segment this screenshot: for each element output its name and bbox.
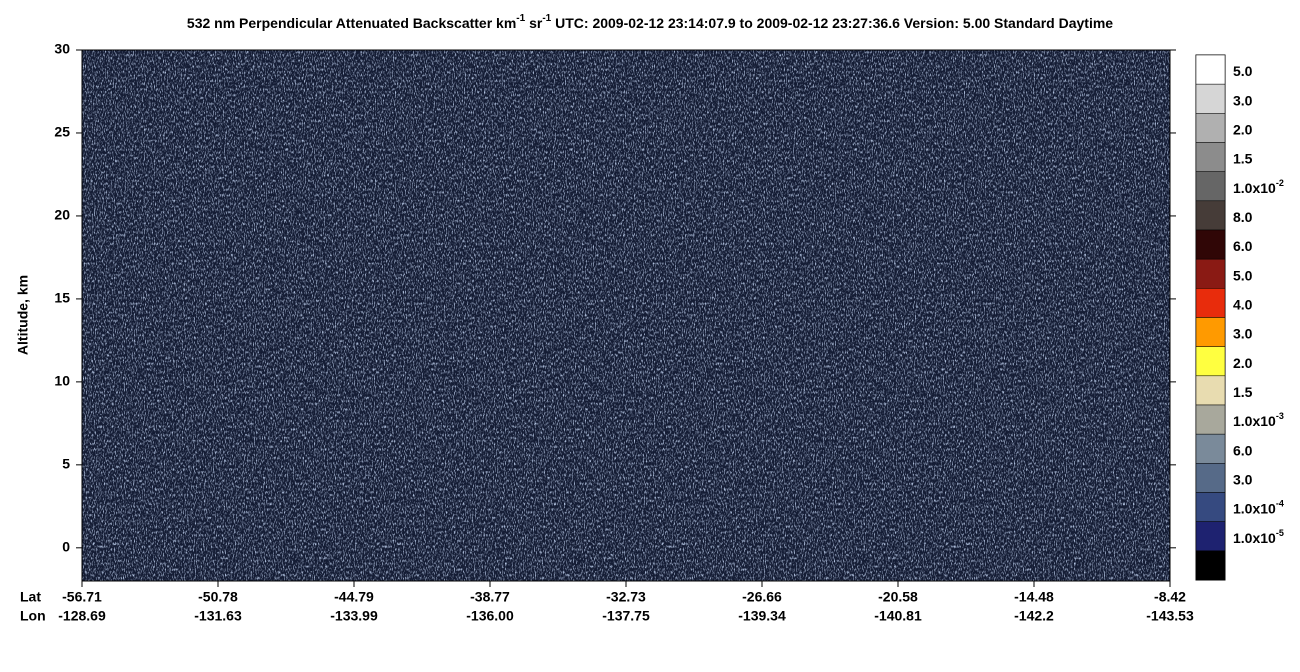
title-text: sr bbox=[525, 15, 543, 31]
colorbar-label-text: 2.0 bbox=[1233, 355, 1253, 371]
colorbar-tick-label: 4.0 bbox=[1233, 296, 1253, 312]
colorbar-swatch bbox=[1195, 463, 1226, 493]
colorbar-label-text: 3.0 bbox=[1233, 471, 1253, 487]
y-tick-label: 10 bbox=[54, 373, 70, 389]
colorbar-tick-label: 1.0x10-2 bbox=[1233, 178, 1284, 195]
x-tick-label: -20.58 bbox=[878, 589, 918, 605]
colorbar-label-text: 5.0 bbox=[1233, 63, 1253, 79]
colorbar-label-text: 1.0x10 bbox=[1233, 500, 1276, 516]
colorbar-label-text: 8.0 bbox=[1233, 209, 1253, 225]
x-tick-label: -44.79 bbox=[334, 589, 374, 605]
colorbar-label-text: 6.0 bbox=[1233, 238, 1253, 254]
colorbar-swatch bbox=[1195, 229, 1226, 260]
x-tick-label: -8.42 bbox=[1154, 589, 1186, 605]
colorbar-swatch bbox=[1195, 54, 1226, 85]
title-text: UTC: 2009-02-12 23:14:07.9 to 2009-02-12… bbox=[551, 15, 1113, 31]
colorbar-label-text: 1.5 bbox=[1233, 150, 1253, 166]
colorbar-tick-label: 1.0x10-5 bbox=[1233, 528, 1284, 545]
colorbar-label-text: 3.0 bbox=[1233, 325, 1253, 341]
x-tick-label: -131.63 bbox=[194, 608, 242, 624]
colorbar-label-text: 3.0 bbox=[1233, 92, 1253, 108]
colorbar-tick-label: 3.0 bbox=[1233, 471, 1253, 487]
colorbar-swatch bbox=[1195, 317, 1226, 347]
title-text: 532 nm Perpendicular Attenuated Backscat… bbox=[187, 15, 516, 31]
colorbar-label-text: 4.0 bbox=[1233, 296, 1253, 312]
chart-title: 532 nm Perpendicular Attenuated Backscat… bbox=[187, 13, 1113, 31]
title-superscript: -1 bbox=[516, 13, 525, 24]
colorbar-tick-label: 1.0x10-3 bbox=[1233, 412, 1284, 429]
x-tick-label: -139.34 bbox=[738, 608, 786, 624]
colorbar-label-exponent: -4 bbox=[1276, 499, 1284, 509]
colorbar-swatch bbox=[1195, 142, 1226, 172]
colorbar-swatch bbox=[1195, 521, 1226, 552]
colorbar-tick-label: 6.0 bbox=[1233, 442, 1253, 458]
colorbar-label-text: 1.0x10 bbox=[1233, 530, 1276, 546]
x-tick-label: -143.53 bbox=[1146, 608, 1194, 624]
colorbar-label-exponent: -2 bbox=[1276, 178, 1284, 188]
colorbar-swatch bbox=[1195, 258, 1226, 289]
colorbar-tick-label: 3.0 bbox=[1233, 325, 1253, 341]
x-tick-label: -56.71 bbox=[62, 589, 102, 605]
colorbar-swatch bbox=[1195, 200, 1226, 231]
y-tick-label: 30 bbox=[54, 41, 70, 57]
x-tick-label: -140.81 bbox=[874, 608, 922, 624]
y-tick-label: 5 bbox=[62, 456, 70, 472]
x-tick-label: -137.75 bbox=[602, 608, 650, 624]
x-tick-label: -14.48 bbox=[1014, 589, 1054, 605]
colorbar-label-text: 1.0x10 bbox=[1233, 180, 1276, 196]
colorbar-swatch bbox=[1195, 492, 1226, 522]
x-tick-label: -133.99 bbox=[330, 608, 378, 624]
colorbar-tick-label: 1.5 bbox=[1233, 150, 1253, 166]
colorbar-tick-label: 3.0 bbox=[1233, 92, 1253, 108]
y-axis-label: Altitude, km bbox=[15, 275, 31, 355]
x-tick-label: -26.66 bbox=[742, 589, 782, 605]
x-row-name: Lat bbox=[20, 589, 41, 605]
colorbar-swatch bbox=[1195, 346, 1226, 377]
colorbar-label-text: 1.5 bbox=[1233, 384, 1253, 400]
colorbar-swatch bbox=[1195, 113, 1226, 143]
colorbar-label-exponent: -5 bbox=[1276, 528, 1284, 538]
y-tick-label: 20 bbox=[54, 207, 70, 223]
colorbar-label-text: 5.0 bbox=[1233, 267, 1253, 283]
colorbar-tick-label: 5.0 bbox=[1233, 63, 1253, 79]
colorbar-tick-label: 6.0 bbox=[1233, 238, 1253, 254]
colorbar-tick-label: 5.0 bbox=[1233, 267, 1253, 283]
colorbar-swatch bbox=[1195, 171, 1226, 202]
colorbar-swatch bbox=[1195, 375, 1226, 406]
colorbar-swatch bbox=[1195, 288, 1226, 318]
x-tick-label: -32.73 bbox=[606, 589, 646, 605]
title-superscript: -1 bbox=[542, 13, 551, 24]
colorbar-tick-label: 8.0 bbox=[1233, 209, 1253, 225]
x-tick-label: -50.78 bbox=[198, 589, 238, 605]
x-tick-label: -136.00 bbox=[466, 608, 514, 624]
colorbar-swatch bbox=[1195, 83, 1226, 114]
colorbar-label-exponent: -3 bbox=[1276, 412, 1284, 422]
x-row-name: Lon bbox=[20, 608, 46, 624]
colorbar-tick-label: 2.0 bbox=[1233, 355, 1253, 371]
colorbar-tick-label: 2.0 bbox=[1233, 121, 1253, 137]
colorbar-label-text: 1.0x10 bbox=[1233, 413, 1276, 429]
colorbar-label-text: 6.0 bbox=[1233, 442, 1253, 458]
colorbar-tick-label: 1.5 bbox=[1233, 384, 1253, 400]
colorbar-swatch bbox=[1195, 550, 1226, 581]
y-tick-label: 15 bbox=[54, 290, 70, 306]
plot-texture bbox=[82, 50, 1170, 581]
colorbar-tick-label: 1.0x10-4 bbox=[1233, 499, 1284, 516]
x-tick-label: -128.69 bbox=[58, 608, 106, 624]
x-tick-label: -38.77 bbox=[470, 589, 510, 605]
colorbar-swatch bbox=[1195, 404, 1226, 435]
colorbar-label-text: 2.0 bbox=[1233, 121, 1253, 137]
x-tick-label: -142.2 bbox=[1014, 608, 1054, 624]
colorbar-swatch bbox=[1195, 433, 1226, 464]
y-tick-label: 25 bbox=[54, 124, 70, 140]
y-tick-label: 0 bbox=[62, 539, 70, 555]
